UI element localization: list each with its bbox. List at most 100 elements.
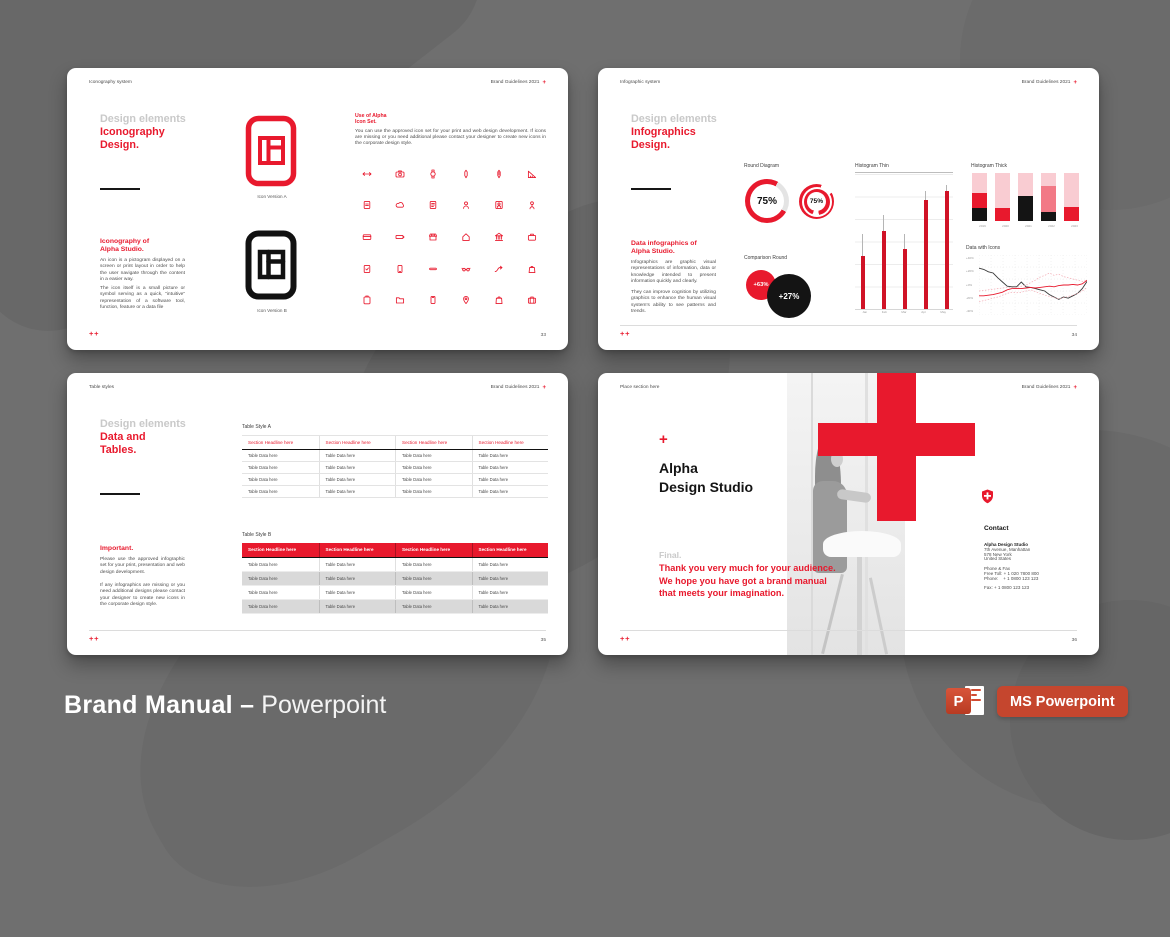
- line-y-label: +40%: [966, 256, 974, 260]
- ms-powerpoint-badge[interactable]: MS Powerpoint: [997, 686, 1128, 717]
- section-subhead: Iconography of Alpha Studio.: [100, 238, 150, 254]
- user-badge-icon: [494, 200, 504, 210]
- table-headline-cell: Section Headline here: [248, 440, 294, 445]
- footer-plus-marks: ++: [620, 329, 631, 338]
- line-y-label: -20%: [966, 295, 974, 300]
- table-data-cell: Table Data here: [471, 558, 549, 571]
- table-data-cell: Table Data here: [471, 586, 549, 599]
- suitcase-icon: [527, 295, 537, 305]
- brand-guidelines-label: Brand Guidelines 2021 +: [490, 384, 546, 391]
- table-row: Table Data here Table Data here Table Data…: [242, 474, 548, 486]
- table-headline-cell: Section Headline here: [248, 547, 296, 552]
- donut-chart-small: 75%: [799, 184, 834, 219]
- table-data-cell: Table Data here: [248, 465, 278, 470]
- table-data-cell: Table Data here: [471, 600, 549, 613]
- thick-x-label: 2019: [979, 224, 986, 228]
- thick-bar-2023: [1064, 173, 1079, 221]
- watch-icon: [428, 169, 438, 179]
- thick-bar-2021: [1018, 173, 1033, 221]
- slide-title: Iconography Design.: [100, 126, 165, 151]
- segment-pink: [1041, 173, 1056, 186]
- glasses-icon: [461, 264, 471, 274]
- body-paragraph: The icon itself is a small picture or sy…: [100, 286, 185, 310]
- body-paragraph: Please use the approved infographic set …: [100, 557, 185, 575]
- divider-rule: [100, 493, 140, 496]
- divider-rule: [100, 188, 140, 191]
- table-headline-cell: Section Headline here: [318, 543, 396, 557]
- home-icon: [461, 232, 471, 242]
- segment-red: [995, 207, 1010, 221]
- segment-pink: [995, 173, 1010, 208]
- thin-x-label: Jan: [862, 310, 868, 314]
- table-row: Table Data here Table Data here Table Data…: [242, 600, 548, 614]
- slide-topic: Infographic system: [620, 80, 661, 85]
- icon-version-a: [245, 115, 297, 187]
- contact-heading: Contact: [984, 525, 1009, 532]
- thick-x-label: 2020: [1002, 224, 1009, 228]
- line-y-label: -40%: [966, 309, 974, 313]
- pencil-icon: [494, 169, 504, 179]
- table-headline-cell: Section Headline here: [471, 436, 549, 449]
- plus-icon: +: [659, 431, 668, 448]
- table-style-b: Section Headline here Section Headline he…: [242, 543, 548, 614]
- slide-header: Iconography system Brand Guidelines 2021…: [89, 80, 546, 86]
- table-data-cell: Table Data here: [395, 462, 472, 473]
- footer-divider: [620, 630, 1077, 631]
- icon-grid: [350, 158, 549, 316]
- table-row: Table Data here Table Data here Table Data…: [242, 586, 548, 600]
- cloud-icon: [395, 200, 405, 210]
- slide-topic: Place section here: [620, 385, 660, 390]
- histogram-thick-label: Histogram Thick: [971, 163, 1008, 169]
- table-data-cell: Table Data here: [395, 572, 472, 585]
- footer-divider: [89, 630, 546, 631]
- folder-icon: [395, 295, 405, 305]
- table-row: Table Data here Table Data here Table Data…: [242, 558, 548, 572]
- donut-value: 75%: [807, 192, 826, 211]
- plus-icon: +: [542, 384, 546, 391]
- table-data-cell: Table Data here: [395, 450, 472, 461]
- body-paragraph: They can improve cognition by utilizing …: [631, 290, 716, 314]
- product-title-light: Powerpoint: [254, 691, 387, 719]
- slide-tables-preview: Table styles Brand Guidelines 2021 + Des…: [67, 373, 568, 655]
- file-icon: [362, 200, 372, 210]
- footer-divider: [620, 325, 1077, 326]
- thin-bar-May: [945, 173, 949, 309]
- battery-icon: [395, 232, 405, 242]
- thick-bar-2019: [972, 173, 987, 221]
- histogram-thin-chart: [855, 172, 953, 310]
- table-data-cell: Table Data here: [248, 604, 278, 609]
- thick-x-label: 2022: [1048, 224, 1055, 228]
- final-label: Final.: [659, 550, 682, 560]
- bank-icon: [494, 232, 504, 242]
- use-of-icon-set-para: You can use the approved icon set for yo…: [355, 129, 546, 147]
- table-data-cell: Table Data here: [248, 590, 278, 595]
- comparison-round-label: Comparison Round: [744, 255, 788, 261]
- thin-x-label: Mar: [901, 310, 907, 314]
- histogram-thin-xaxis: Jan Feb Mar Apr May: [855, 310, 953, 314]
- thin-bar-Mar: [903, 173, 907, 309]
- page-number: 36: [1071, 638, 1077, 643]
- plus-icon: +: [1073, 384, 1077, 391]
- briefcase-icon: [527, 232, 537, 242]
- table-row: Table Data here Table Data here Table Data…: [242, 462, 548, 474]
- histogram-thick-xaxis: 2019 2020 2021 2022 2023: [971, 224, 1086, 228]
- camera-icon: [395, 169, 405, 179]
- shield-icon: [981, 489, 994, 509]
- section-subhead: Data infographics of Alpha Studio.: [631, 240, 697, 256]
- thin-x-label: Feb: [881, 310, 887, 314]
- slide-infographics-preview: Infographic system Brand Guidelines 2021…: [598, 68, 1099, 350]
- powerpoint-p-glyph: P: [946, 688, 971, 714]
- slide-header: Infographic system Brand Guidelines 2021…: [620, 80, 1077, 86]
- slide-iconography-preview: Iconography system Brand Guidelines 2021…: [67, 68, 568, 350]
- table-style-a: Section Headline here Section Headline he…: [242, 435, 548, 498]
- eyebrow-title: Design elements: [100, 418, 186, 430]
- ruler-icon: [527, 169, 537, 179]
- phone-icon: [428, 295, 438, 305]
- segment-pink: [1018, 173, 1033, 196]
- thin-x-label: May: [940, 310, 946, 314]
- page-number: 33: [540, 333, 546, 338]
- slide-header: Table styles Brand Guidelines 2021 +: [89, 384, 546, 391]
- table-data-cell: Table Data here: [318, 600, 396, 613]
- table-header-row: Section Headline here Section Headline he…: [242, 436, 548, 450]
- eyebrow-title: Design elements: [631, 113, 717, 125]
